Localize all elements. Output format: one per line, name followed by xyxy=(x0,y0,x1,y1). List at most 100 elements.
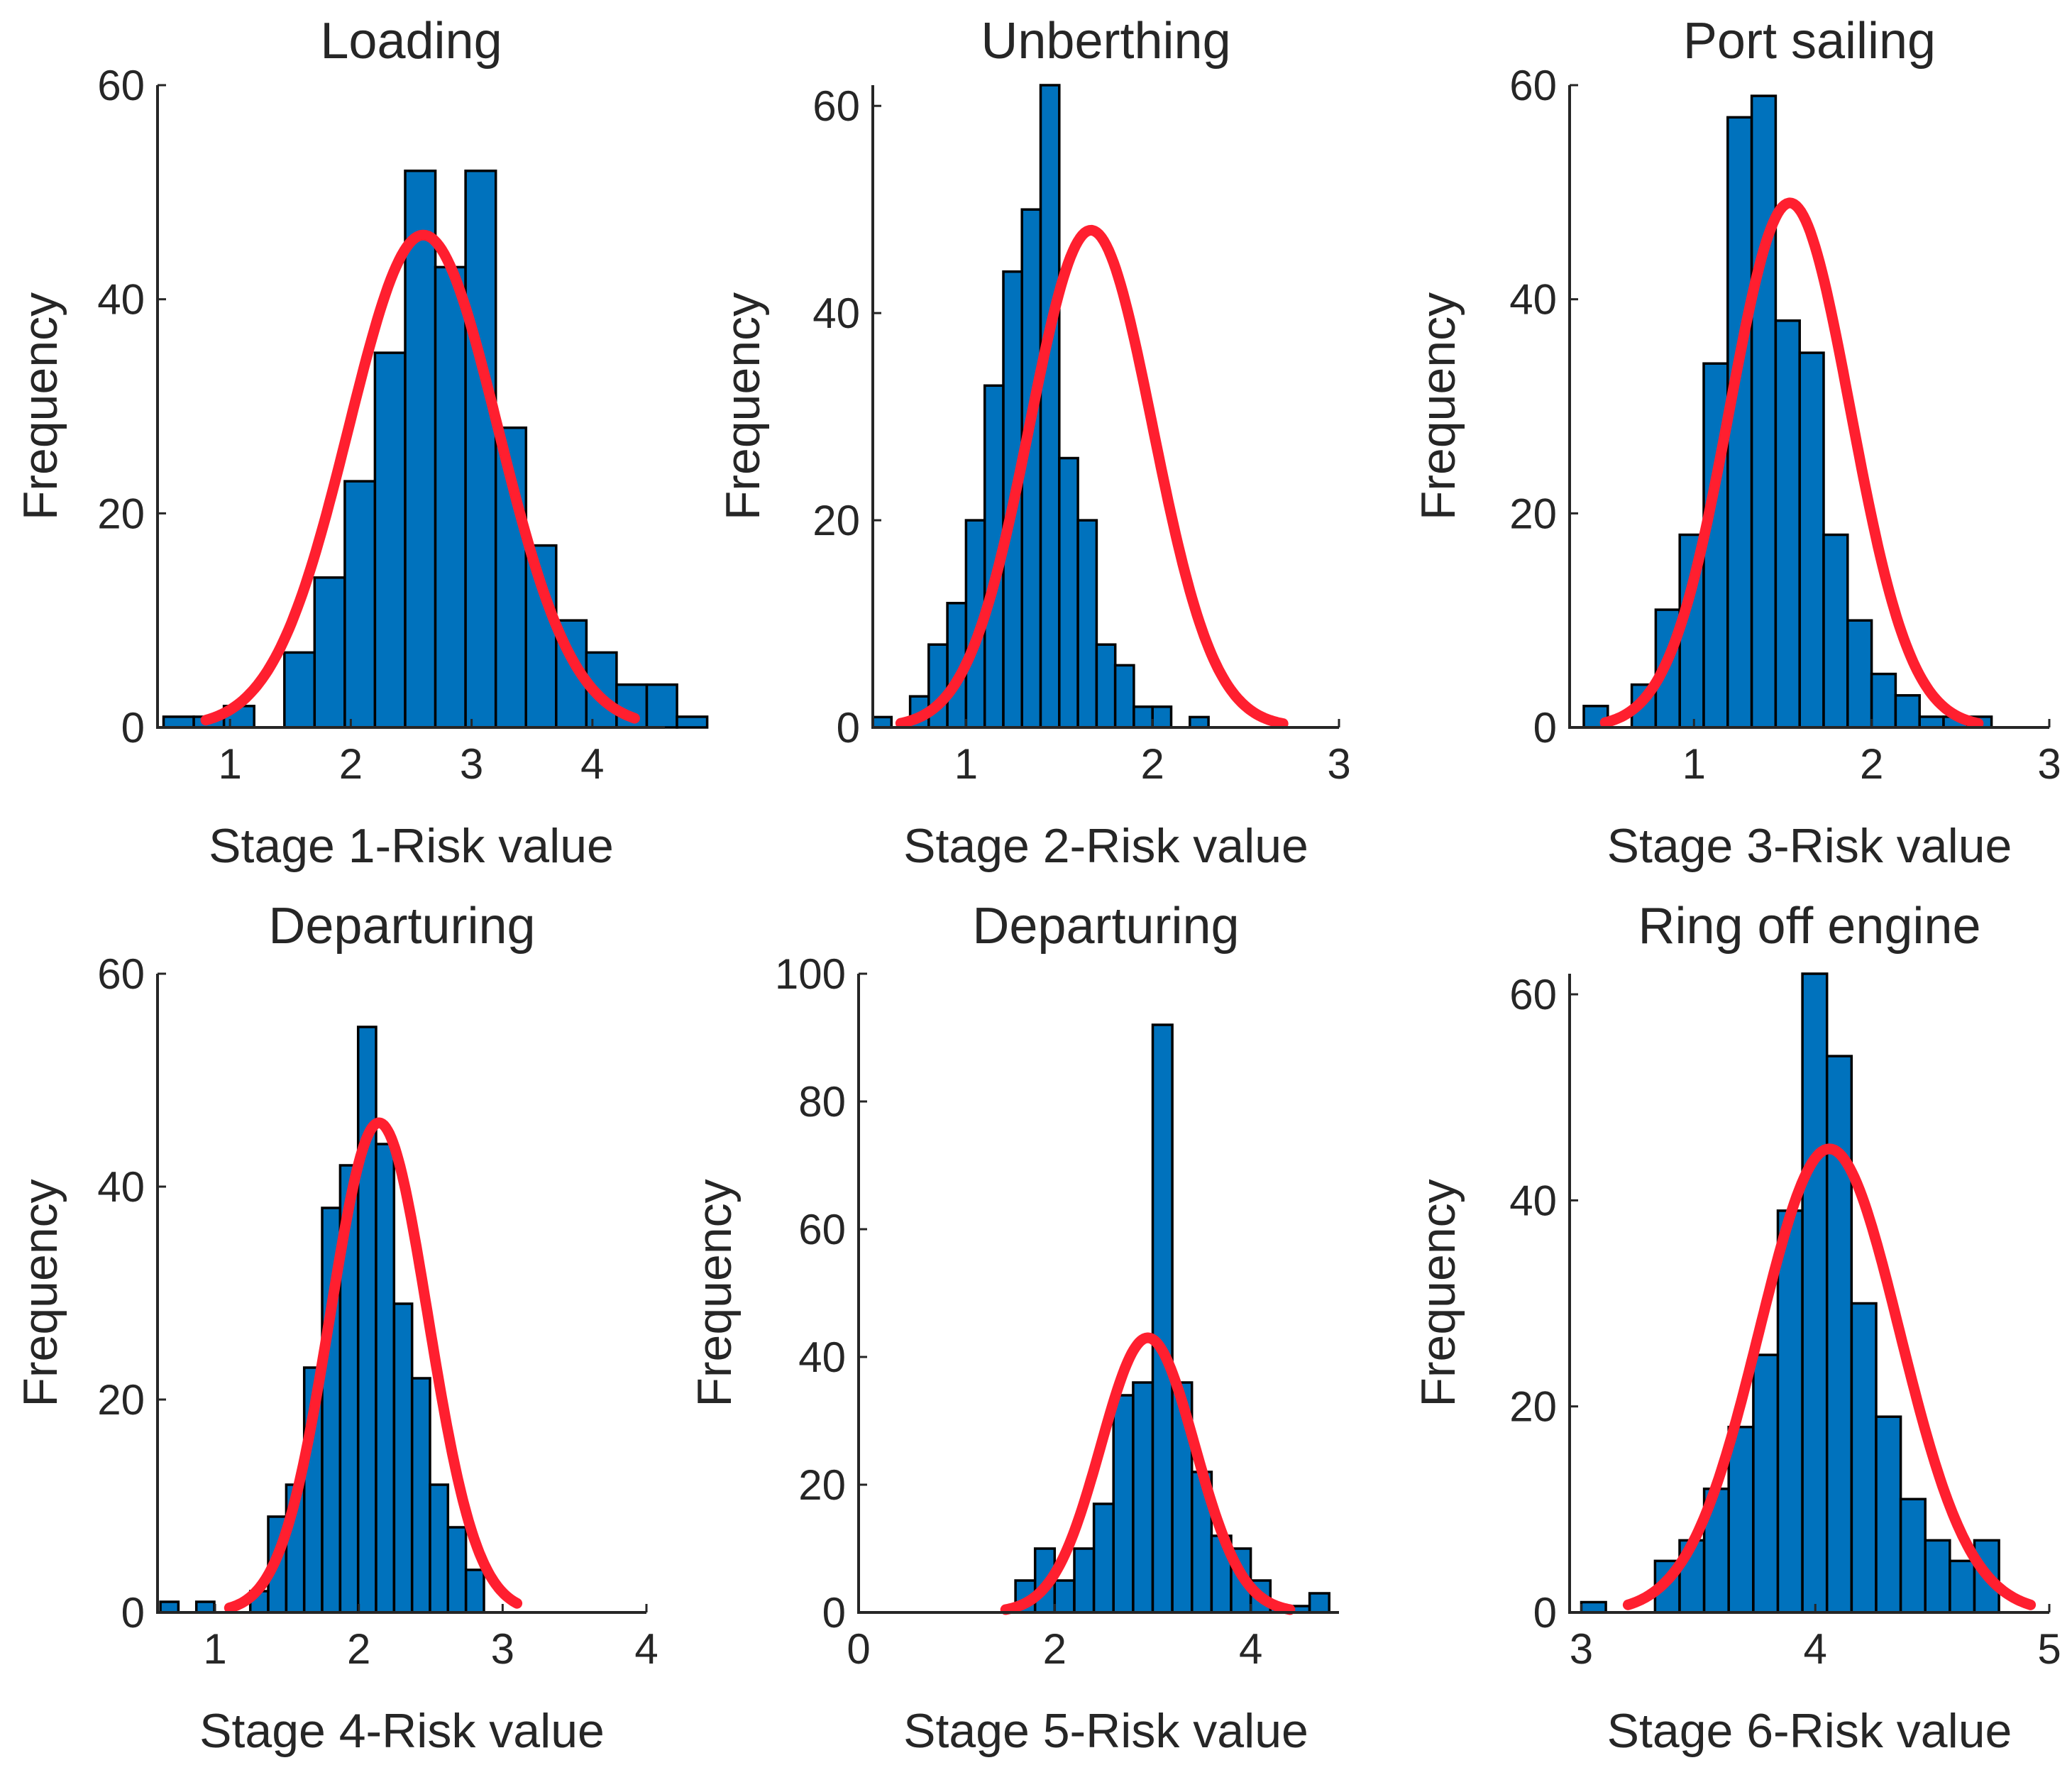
y-tick-label: 0 xyxy=(121,704,145,752)
x-tick-label: 2 xyxy=(347,1625,370,1673)
panel-title: Loading xyxy=(320,13,502,70)
x-tick-label: 1 xyxy=(218,740,241,788)
x-axis-label: Stage 2-Risk value xyxy=(903,819,1308,873)
histogram-bar xyxy=(1133,705,1154,729)
normal-fit-curve xyxy=(1000,1332,1296,1615)
y-tick-label: 20 xyxy=(798,1461,846,1509)
histogram-panel-4: Departuring Frequency Stage 4-Risk value… xyxy=(13,898,658,1758)
histogram-bar xyxy=(283,651,316,729)
histogram-bar xyxy=(871,715,893,729)
x-tick-label: 4 xyxy=(1804,1625,1827,1673)
histogram-bar xyxy=(464,169,497,729)
y-tick-label: 40 xyxy=(798,1334,846,1381)
x-tick-label: 4 xyxy=(634,1625,658,1673)
y-tick-label: 60 xyxy=(97,950,145,998)
y-tick-label: 20 xyxy=(1509,1383,1557,1431)
histogram-bar xyxy=(375,1143,396,1614)
x-tick-label: 3 xyxy=(460,740,483,788)
histogram-bar xyxy=(1899,1497,1927,1614)
histogram-bar xyxy=(464,1568,485,1614)
x-tick-label: 3 xyxy=(2037,740,2061,788)
y-tick-label: 40 xyxy=(97,1163,145,1211)
y-axis-label: Frequency xyxy=(1411,292,1465,520)
histogram-bar xyxy=(1727,1425,1755,1614)
histogram-bar xyxy=(1058,456,1079,729)
histogram-bar xyxy=(1918,715,1945,729)
histogram-bar xyxy=(1073,1547,1096,1614)
histogram-bar xyxy=(1822,533,1849,729)
y-tick-label: 60 xyxy=(1509,971,1557,1018)
histogram-bar xyxy=(343,480,377,729)
histogram-bar xyxy=(1580,1600,1607,1614)
histogram-bar xyxy=(1798,351,1825,729)
histogram-bar xyxy=(1095,643,1117,729)
normal-fit-curve xyxy=(224,1117,523,1614)
y-tick-label: 20 xyxy=(812,497,860,544)
y-tick-label: 0 xyxy=(822,1589,846,1637)
y-tick-label: 0 xyxy=(121,1589,145,1637)
y-axis-label: Frequency xyxy=(688,1179,742,1407)
normal-fit-curve xyxy=(1622,1143,2037,1610)
histogram-bar xyxy=(313,576,346,729)
histogram-bar xyxy=(1132,1381,1155,1614)
y-tick-label: 40 xyxy=(1509,276,1557,324)
histogram-bar xyxy=(1113,664,1135,729)
y-tick-label: 0 xyxy=(837,704,860,752)
panel-title: Ring off engine xyxy=(1638,898,1980,955)
x-tick-label: 1 xyxy=(1682,740,1706,788)
x-axis-label: Stage 5-Risk value xyxy=(903,1704,1308,1758)
normal-fit-curve xyxy=(895,224,1289,730)
x-tick-label: 2 xyxy=(1141,740,1164,788)
y-tick-label: 60 xyxy=(798,1206,846,1253)
x-tick-label: 3 xyxy=(1570,1625,1593,1673)
y-tick-label: 0 xyxy=(1533,1589,1557,1637)
y-tick-label: 40 xyxy=(97,276,145,324)
x-tick-label: 3 xyxy=(491,1625,514,1673)
panel-title: Unberthing xyxy=(981,13,1230,70)
histogram-bar xyxy=(356,1026,378,1614)
y-tick-label: 80 xyxy=(798,1078,846,1126)
histogram-bar xyxy=(1949,1559,1976,1614)
histogram-bar xyxy=(1924,1539,1951,1614)
histogram-bar xyxy=(1112,1394,1135,1614)
histogram-bar xyxy=(946,602,968,729)
x-tick-label: 4 xyxy=(1239,1625,1262,1673)
histogram-bar xyxy=(392,1302,414,1614)
histogram-bar xyxy=(373,351,407,729)
histogram-bar xyxy=(1894,694,1921,729)
histogram-bar xyxy=(410,1377,431,1614)
histogram-bar xyxy=(1092,1502,1115,1614)
x-tick-label: 2 xyxy=(1043,1625,1067,1673)
y-tick-label: 100 xyxy=(775,950,846,998)
x-tick-label: 3 xyxy=(1327,740,1350,788)
histogram-bar xyxy=(194,1600,216,1614)
histogram-bar xyxy=(162,715,195,729)
histogram-bar xyxy=(1801,972,1829,1614)
x-axis-label: Stage 3-Risk value xyxy=(1607,819,2012,873)
histogram-bar xyxy=(1151,705,1173,729)
histogram-bar xyxy=(1076,519,1098,729)
histogram-bar xyxy=(429,1483,450,1614)
histogram-bar xyxy=(434,265,467,729)
x-tick-label: 1 xyxy=(203,1625,226,1673)
x-tick-label: 5 xyxy=(2037,1625,2061,1673)
histogram-bar xyxy=(645,683,678,729)
x-tick-label: 2 xyxy=(1860,740,1883,788)
x-axis-label: Stage 4-Risk value xyxy=(199,1704,605,1758)
panel-title: Departuring xyxy=(268,898,535,955)
histogram-bar xyxy=(1752,1353,1780,1614)
x-axis-label: Stage 1-Risk value xyxy=(209,819,614,873)
histogram-bar xyxy=(1053,1579,1076,1614)
histogram-bar xyxy=(1870,672,1897,729)
histogram-bar xyxy=(1702,362,1729,729)
x-tick-label: 4 xyxy=(580,740,604,788)
histogram-bar xyxy=(404,169,437,729)
histogram-bar xyxy=(1774,319,1801,729)
histogram-bar xyxy=(1850,1302,1878,1614)
histogram-panel-3: Port sailing Frequency Stage 3-Risk valu… xyxy=(1411,13,2061,873)
histogram-panel-2: Unberthing Frequency Stage 2-Risk value … xyxy=(716,13,1351,873)
panel-title: Port sailing xyxy=(1683,13,1936,70)
histogram-bar xyxy=(1875,1415,1902,1614)
histogram-bar xyxy=(1825,1055,1853,1614)
x-axis-label: Stage 6-Risk value xyxy=(1607,1704,2012,1758)
